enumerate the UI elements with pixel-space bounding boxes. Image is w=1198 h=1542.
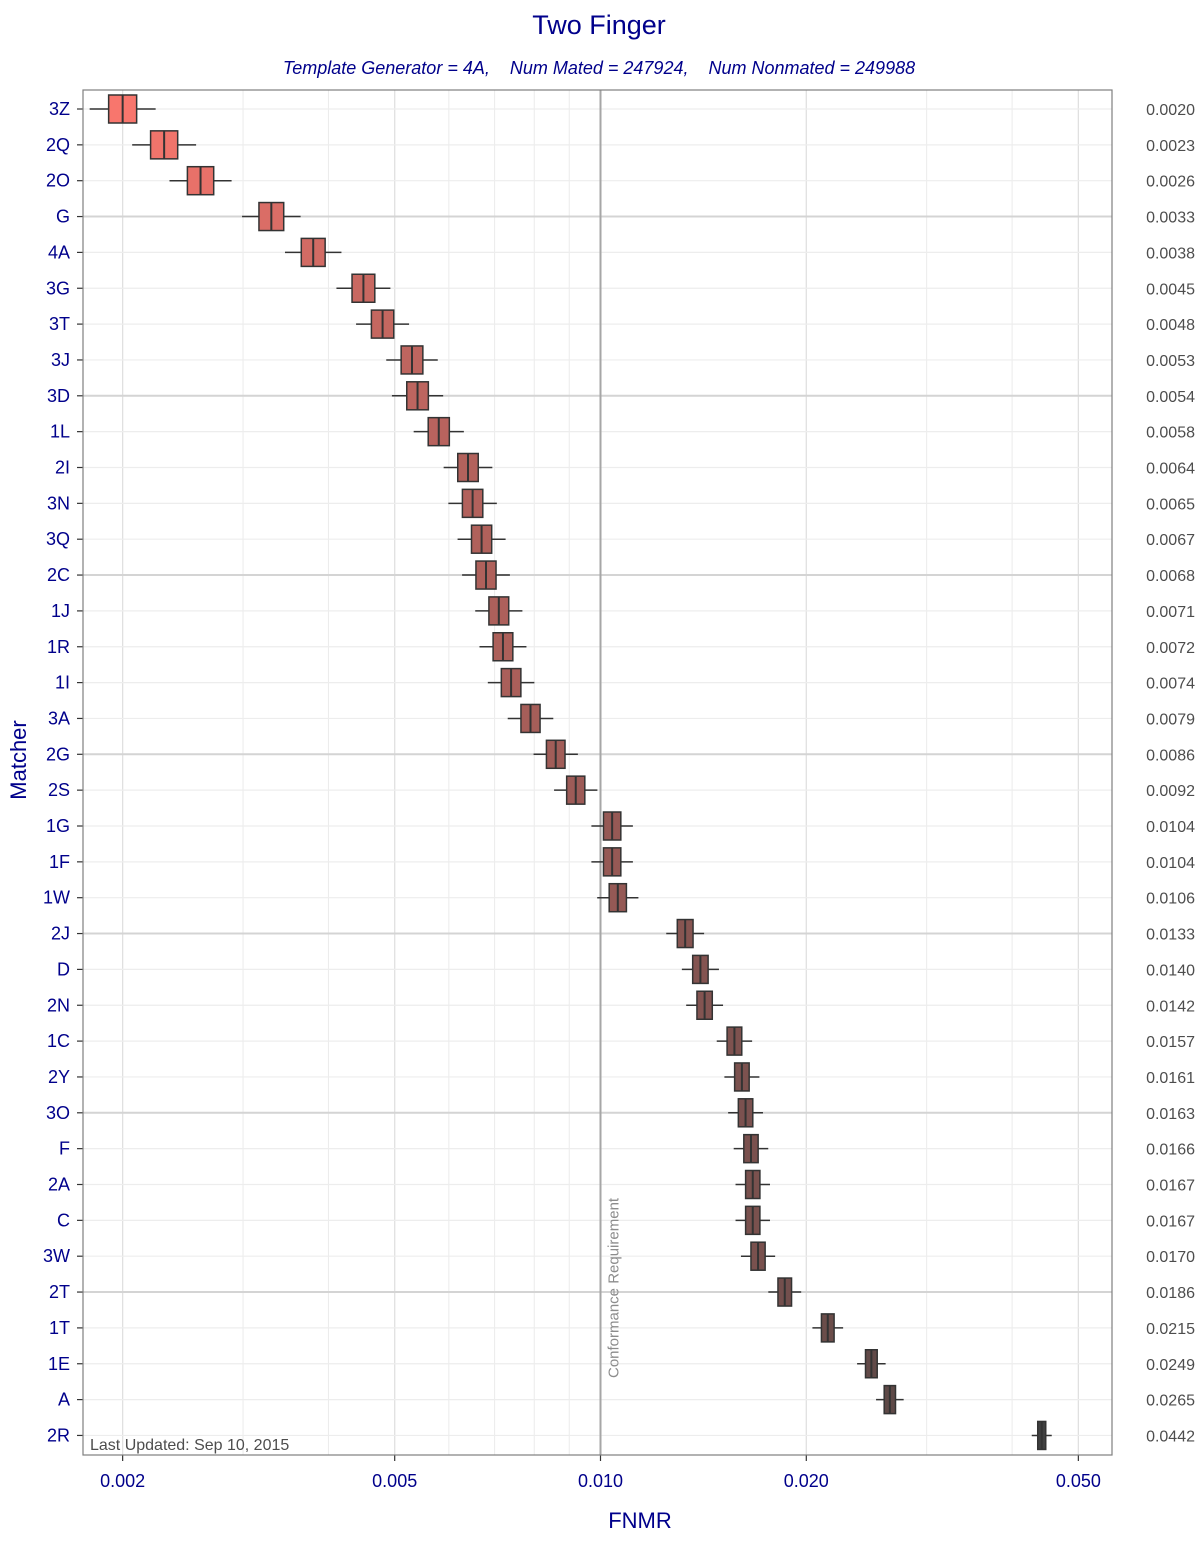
conformance-requirement-label: Conformance Requirement [605, 1197, 622, 1378]
matcher-label: 2J [51, 924, 70, 944]
matcher-label: 1W [43, 888, 70, 908]
matcher-label: 2C [47, 565, 70, 585]
matcher-label: 2A [48, 1175, 70, 1195]
x-tick-label: 0.010 [578, 1471, 623, 1491]
matcher-label: G [56, 207, 70, 227]
matcher-label: 2N [47, 995, 70, 1015]
matcher-label: 2S [48, 780, 70, 800]
fnmr-value-label: 0.0106 [1146, 891, 1195, 908]
matcher-label: 1G [46, 816, 70, 836]
reference-layer: Conformance Requirement [599, 90, 622, 1455]
fnmr-value-label: 0.0086 [1146, 747, 1195, 764]
matcher-label: 3Q [46, 529, 70, 549]
matcher-label: 2T [49, 1282, 70, 1302]
matcher-label: 2Q [46, 135, 70, 155]
fnmr-value-label: 0.0067 [1146, 532, 1195, 549]
last-updated-note: Last Updated: Sep 10, 2015 [90, 1437, 289, 1454]
matcher-label: 2O [46, 171, 70, 191]
matcher-label: 3D [47, 386, 70, 406]
x-tick-label: 0.050 [1056, 1471, 1101, 1491]
plot-panel-border [82, 89, 1113, 1456]
matcher-label: 1L [50, 422, 70, 442]
fnmr-value-label: 0.0026 [1146, 174, 1195, 191]
matcher-label: C [57, 1210, 70, 1230]
matcher-label: 1C [47, 1031, 70, 1051]
fnmr-value-label: 0.0054 [1146, 389, 1195, 406]
fnmr-value-label: 0.0166 [1146, 1142, 1195, 1159]
matcher-label: D [57, 959, 70, 979]
matcher-label: 3Z [49, 99, 70, 119]
matcher-label: 3N [47, 493, 70, 513]
chart-title: Two Finger [532, 10, 666, 40]
grid-layer [83, 90, 1112, 1461]
x-tick-label: 0.020 [784, 1471, 829, 1491]
fnmr-value-label: 0.0020 [1146, 102, 1195, 119]
fnmr-value-label: 0.0215 [1146, 1321, 1195, 1338]
fnmr-value-label: 0.0023 [1146, 138, 1195, 155]
matcher-label: 3O [46, 1103, 70, 1123]
matcher-label: 3T [49, 314, 70, 334]
matcher-label: 4A [48, 242, 70, 262]
matcher-label: 1E [48, 1354, 70, 1374]
matcher-label: 2Y [48, 1067, 70, 1087]
matcher-label: 1T [49, 1318, 70, 1338]
matcher-label: 2I [55, 458, 70, 478]
matcher-label: F [59, 1139, 70, 1159]
fnmr-value-label: 0.0053 [1146, 353, 1195, 370]
label-layer: 0.002 0.005 0.010 0.020 0.050 3Z 0.0020 2Q 0.002… [43, 99, 1195, 1491]
matcher-label: 3J [51, 350, 70, 370]
fnmr-value-label: 0.0167 [1146, 1213, 1195, 1230]
matcher-label: 2G [46, 744, 70, 764]
fnmr-value-label: 0.0170 [1146, 1249, 1195, 1266]
matcher-label: 3G [46, 278, 70, 298]
fnmr-value-label: 0.0068 [1146, 568, 1195, 585]
fnmr-value-label: 0.0065 [1146, 496, 1195, 513]
fnmr-value-label: 0.0058 [1146, 425, 1195, 442]
fnmr-value-label: 0.0064 [1146, 461, 1195, 478]
chart-subtitle: Template Generator = 4A, Num Mated = 247… [282, 58, 916, 78]
fnmr-value-label: 0.0167 [1146, 1178, 1195, 1195]
fnmr-value-label: 0.0104 [1146, 819, 1195, 836]
fnmr-value-label: 0.0033 [1146, 210, 1195, 227]
fnmr-value-label: 0.0045 [1146, 281, 1195, 298]
matcher-label: 2R [47, 1425, 70, 1445]
fnmr-value-label: 0.0133 [1146, 927, 1195, 944]
matcher-label: 3W [43, 1246, 70, 1266]
fnmr-value-label: 0.0071 [1146, 604, 1195, 621]
fnmr-value-label: 0.0142 [1146, 998, 1195, 1015]
fnmr-value-label: 0.0163 [1146, 1106, 1195, 1123]
fnmr-value-label: 0.0161 [1146, 1070, 1195, 1087]
y-axis-title: Matcher [6, 720, 31, 799]
matcher-label: 1I [55, 673, 70, 693]
x-tick-label: 0.002 [100, 1471, 145, 1491]
matcher-label: 1F [49, 852, 70, 872]
x-axis-title: FNMR [608, 1508, 672, 1533]
fnmr-value-label: 0.0072 [1146, 640, 1195, 657]
fnmr-value-label: 0.0157 [1146, 1034, 1195, 1051]
fnmr-value-label: 0.0249 [1146, 1357, 1195, 1374]
fnmr-value-label: 0.0074 [1146, 676, 1195, 693]
matcher-label: 1R [47, 637, 70, 657]
fnmr-value-label: 0.0079 [1146, 711, 1195, 728]
box-layer [89, 94, 1052, 1451]
fnmr-value-label: 0.0092 [1146, 783, 1195, 800]
fnmr-value-label: 0.0048 [1146, 317, 1195, 334]
matcher-label: 3A [48, 708, 70, 728]
fnmr-value-label: 0.0265 [1146, 1393, 1195, 1410]
matcher-label: A [58, 1390, 70, 1410]
x-tick-label: 0.005 [372, 1471, 417, 1491]
matcher-label: 1J [51, 601, 70, 621]
fnmr-value-label: 0.0140 [1146, 962, 1195, 979]
fnmr-value-label: 0.0186 [1146, 1285, 1195, 1302]
fnmr-value-label: 0.0442 [1146, 1428, 1195, 1445]
fnmr-value-label: 0.0104 [1146, 855, 1195, 872]
fnmr-value-label: 0.0038 [1146, 245, 1195, 262]
